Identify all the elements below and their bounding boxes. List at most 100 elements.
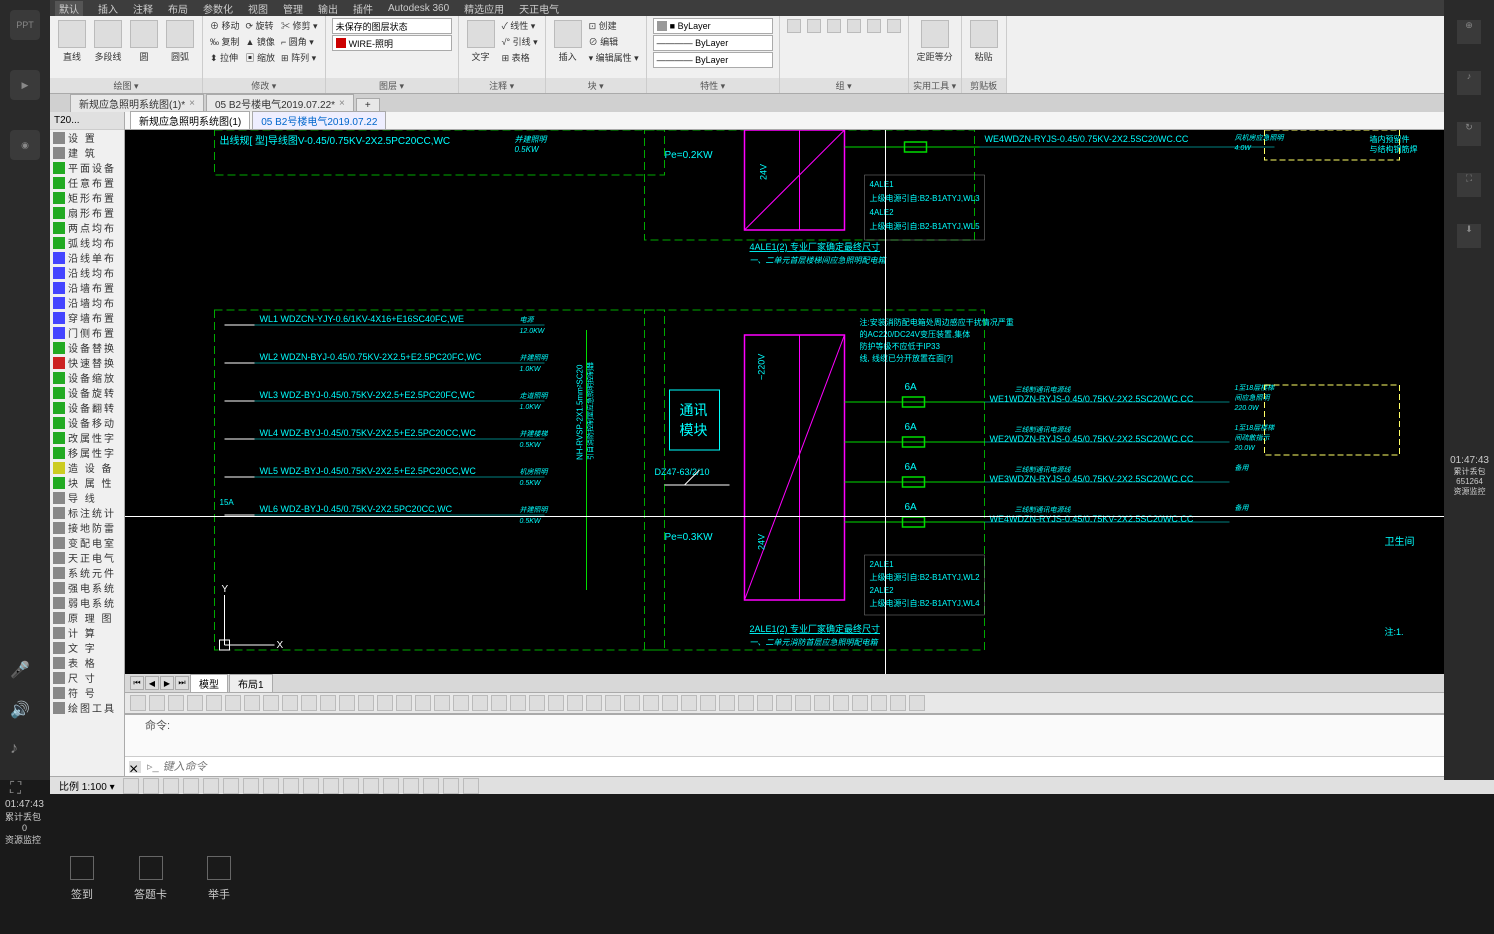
ribbon-small-⬍ 拉伸[interactable]: ⬍ 拉伸	[209, 50, 241, 65]
tool-设备翻转[interactable]: 设备翻转	[50, 400, 124, 415]
ribbon-small-⌐ 圆角 ▾[interactable]: ⌐ 圆角 ▾	[280, 34, 319, 49]
status-btn-3[interactable]	[183, 778, 199, 794]
toolbar-btn-20[interactable]	[510, 695, 526, 711]
status-btn-16[interactable]	[443, 778, 459, 794]
ribbon-btn-粘贴[interactable]: 粘贴	[968, 18, 1000, 65]
property-dropdown[interactable]: ———— ByLayer	[653, 52, 773, 68]
status-btn-15[interactable]	[423, 778, 439, 794]
group-btn-4[interactable]	[866, 18, 882, 34]
toolbar-btn-26[interactable]	[624, 695, 640, 711]
toolbar-btn-38[interactable]	[852, 695, 868, 711]
tool-系统元件[interactable]: 系统元件	[50, 565, 124, 580]
status-btn-0[interactable]	[123, 778, 139, 794]
toolbar-btn-1[interactable]	[149, 695, 165, 711]
layout-nav-first[interactable]: ⏮	[130, 676, 144, 690]
toolbar-btn-2[interactable]	[168, 695, 184, 711]
layout-nav-prev[interactable]: ◀	[145, 676, 159, 690]
status-btn-14[interactable]	[403, 778, 419, 794]
tool-门侧布置[interactable]: 门侧布置	[50, 325, 124, 340]
ribbon-btn-文字[interactable]: 文字	[465, 18, 497, 65]
speaker-icon[interactable]: 🔊	[10, 700, 32, 722]
toolbar-btn-17[interactable]	[453, 695, 469, 711]
ribbon-small-‰ 复制[interactable]: ‰ 复制	[209, 34, 241, 49]
right-panel-item-2[interactable]: ↻	[1457, 122, 1481, 148]
toolbar-btn-39[interactable]	[871, 695, 887, 711]
toolbar-btn-25[interactable]	[605, 695, 621, 711]
tool-panel-header[interactable]: T20...	[50, 112, 124, 130]
toolbar-btn-30[interactable]	[700, 695, 716, 711]
ribbon-small-⊞ 阵列 ▾[interactable]: ⊞ 阵列 ▾	[280, 50, 319, 65]
tool-设备移动[interactable]: 设备移动	[50, 415, 124, 430]
action-举手[interactable]: 举手	[207, 856, 231, 902]
command-close-icon[interactable]: ×	[129, 761, 141, 773]
tool-沿线单布[interactable]: 沿线单布	[50, 250, 124, 265]
tool-快速替换[interactable]: 快速替换	[50, 355, 124, 370]
tool-导 线[interactable]: 导 线	[50, 490, 124, 505]
tool-设备替换[interactable]: 设备替换	[50, 340, 124, 355]
layout-tab-模型[interactable]: 模型	[190, 674, 228, 693]
tool-表 格[interactable]: 表 格	[50, 655, 124, 670]
ribbon-btn-多段线[interactable]: 多段线	[92, 18, 124, 65]
toolbar-btn-18[interactable]	[472, 695, 488, 711]
toolbar-btn-40[interactable]	[890, 695, 906, 711]
tool-尺 寸[interactable]: 尺 寸	[50, 670, 124, 685]
toolbar-btn-27[interactable]	[643, 695, 659, 711]
toolbar-btn-32[interactable]	[738, 695, 754, 711]
ribbon-small-▾ 编辑属性 ▾[interactable]: ▾ 编辑属性 ▾	[588, 50, 640, 65]
tool-建 筑[interactable]: 建 筑	[50, 145, 124, 160]
ribbon-small-⊞ 表格[interactable]: ⊞ 表格	[501, 50, 539, 65]
tool-移属性字[interactable]: 移属性字	[50, 445, 124, 460]
status-btn-11[interactable]	[343, 778, 359, 794]
toolbar-btn-7[interactable]	[263, 695, 279, 711]
scale-display[interactable]: 比例 1:100 ▾	[55, 778, 119, 793]
right-panel-item-1[interactable]: ♪	[1457, 71, 1481, 97]
toolbar-btn-28[interactable]	[662, 695, 678, 711]
ribbon-small-✂ 修剪 ▾[interactable]: ✂ 修剪 ▾	[280, 18, 319, 33]
tool-平面设备[interactable]: 平面设备	[50, 160, 124, 175]
menu-9[interactable]: Autodesk 360	[388, 3, 449, 14]
tool-改属性字[interactable]: 改属性字	[50, 430, 124, 445]
group-btn-1[interactable]	[806, 18, 822, 34]
tool-矩形布置[interactable]: 矩形布置	[50, 190, 124, 205]
status-btn-4[interactable]	[203, 778, 219, 794]
tool-绘图工具[interactable]: 绘图工具	[50, 700, 124, 715]
menu-11[interactable]: 天正电气	[519, 1, 559, 16]
menu-6[interactable]: 管理	[283, 1, 303, 16]
tool-沿墙均布[interactable]: 沿墙均布	[50, 295, 124, 310]
status-btn-7[interactable]	[263, 778, 279, 794]
tool-弱电系统[interactable]: 弱电系统	[50, 595, 124, 610]
group-btn-3[interactable]	[846, 18, 862, 34]
toolbar-btn-33[interactable]	[757, 695, 773, 711]
command-input[interactable]	[163, 761, 1490, 773]
tool-任意布置[interactable]: 任意布置	[50, 175, 124, 190]
toolbar-btn-3[interactable]	[187, 695, 203, 711]
close-tab-icon[interactable]: ×	[339, 98, 345, 109]
property-dropdown[interactable]: ■ ByLayer	[653, 18, 773, 34]
toolbar-btn-36[interactable]	[814, 695, 830, 711]
doc-tab[interactable]: 05 B2号楼电气2019.07.22*×	[206, 94, 354, 112]
toolbar-btn-8[interactable]	[282, 695, 298, 711]
tool-设备缩放[interactable]: 设备缩放	[50, 370, 124, 385]
tool-符 号[interactable]: 符 号	[50, 685, 124, 700]
tool-计 算[interactable]: 计 算	[50, 625, 124, 640]
ribbon-small-▲ 镜像[interactable]: ▲ 镜像	[245, 34, 277, 49]
status-btn-17[interactable]	[463, 778, 479, 794]
menu-8[interactable]: 插件	[353, 1, 373, 16]
music-icon[interactable]: ♪	[10, 740, 32, 762]
toolbar-btn-37[interactable]	[833, 695, 849, 711]
status-btn-13[interactable]	[383, 778, 399, 794]
menu-3[interactable]: 布局	[168, 1, 188, 16]
toolbar-btn-34[interactable]	[776, 695, 792, 711]
layout-nav-next[interactable]: ▶	[160, 676, 174, 690]
layer-state-dropdown[interactable]: 未保存的图层状态	[332, 18, 452, 34]
tool-沿墙布置[interactable]: 沿墙布置	[50, 280, 124, 295]
app-icon-video[interactable]: ▶	[10, 70, 40, 100]
tool-文 字[interactable]: 文 字	[50, 640, 124, 655]
property-dropdown[interactable]: ———— ByLayer	[653, 35, 773, 51]
ribbon-btn-定距等分[interactable]: 定距等分	[915, 18, 955, 65]
ribbon-small-√° 引线 ▾[interactable]: √° 引线 ▾	[501, 34, 539, 49]
toolbar-btn-0[interactable]	[130, 695, 146, 711]
ribbon-small-⟳ 旋转[interactable]: ⟳ 旋转	[245, 18, 277, 33]
toolbar-btn-15[interactable]	[415, 695, 431, 711]
menu-2[interactable]: 注释	[133, 1, 153, 16]
